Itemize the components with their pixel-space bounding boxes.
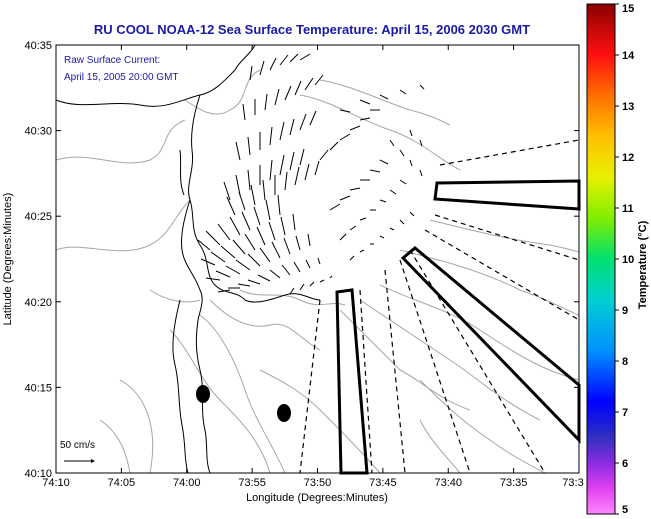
legend-line-1: Raw Surface Current: bbox=[64, 55, 160, 66]
y-tick-label: 40:25 bbox=[24, 211, 52, 223]
colorbar-tick-label: 11 bbox=[622, 203, 634, 215]
y-tick-label: 40:30 bbox=[24, 126, 52, 138]
y-tick-label: 40:10 bbox=[24, 468, 52, 480]
transect-lines bbox=[299, 139, 580, 474]
colorbar-ticks: 15 14 13 12 11 10 9 8 7 6 5 bbox=[615, 3, 635, 516]
station-marker bbox=[196, 385, 210, 403]
x-tick-label: 73:35 bbox=[500, 477, 528, 489]
current-vectors bbox=[197, 53, 425, 295]
colorbar-tick-label: 9 bbox=[622, 305, 628, 317]
colorbar-tick-label: 7 bbox=[622, 407, 628, 419]
x-axis-label: Longitude (Degrees:Minutes) bbox=[246, 492, 388, 504]
colorbar-tick-label: 15 bbox=[622, 3, 634, 15]
x-tick-label: 73:50 bbox=[304, 477, 332, 489]
colorbar-label: Temperature (°C) bbox=[637, 220, 649, 309]
x-tick-label: 73:3 bbox=[562, 477, 583, 489]
colorbar-tick-label: 14 bbox=[622, 50, 635, 62]
x-tick-label: 73:55 bbox=[238, 477, 266, 489]
colorbar-tick-label: 10 bbox=[622, 254, 634, 266]
coastline bbox=[55, 44, 321, 474]
bathymetry-contours bbox=[55, 69, 580, 474]
y-tick-label: 40:15 bbox=[24, 382, 52, 394]
colorbar: 15 14 13 12 11 10 9 8 7 6 5 Temperature (°C) bbox=[586, 3, 649, 516]
station-marker bbox=[277, 404, 291, 422]
x-tick-label: 74:10 bbox=[42, 477, 70, 489]
colorbar-tick-label: 12 bbox=[622, 152, 634, 164]
scale-label: 50 cm/s bbox=[60, 440, 95, 451]
colorbar-gradient bbox=[586, 3, 616, 515]
y-axis-label: Latitude (Degrees:Minutes) bbox=[2, 193, 14, 326]
x-tick-label: 74:00 bbox=[173, 477, 201, 489]
x-axis: 74:10 74:05 74:00 73:55 73:50 73:45 73:40 73:35… bbox=[42, 45, 584, 489]
colorbar-tick-label: 8 bbox=[622, 356, 628, 368]
plot-area: Raw Surface Current: April 15, 2005 20:0… bbox=[55, 44, 581, 475]
y-axis: 40:35 40:30 40:25 40:20 40:15 40:10 bbox=[24, 40, 579, 480]
colorbar-tick-label: 6 bbox=[622, 458, 628, 470]
y-tick-label: 40:35 bbox=[24, 40, 52, 52]
y-tick-label: 40:20 bbox=[24, 297, 52, 309]
x-tick-label: 73:40 bbox=[434, 477, 462, 489]
legend-line-2: April 15, 2005 20:00 GMT bbox=[64, 72, 179, 83]
colorbar-tick-label: 13 bbox=[622, 101, 634, 113]
x-tick-label: 73:45 bbox=[369, 477, 397, 489]
x-tick-label: 74:05 bbox=[108, 477, 136, 489]
colorbar-tick-label: 5 bbox=[622, 504, 628, 516]
figure-title: RU COOL NOAA-12 Sea Surface Temperature:… bbox=[94, 22, 530, 37]
